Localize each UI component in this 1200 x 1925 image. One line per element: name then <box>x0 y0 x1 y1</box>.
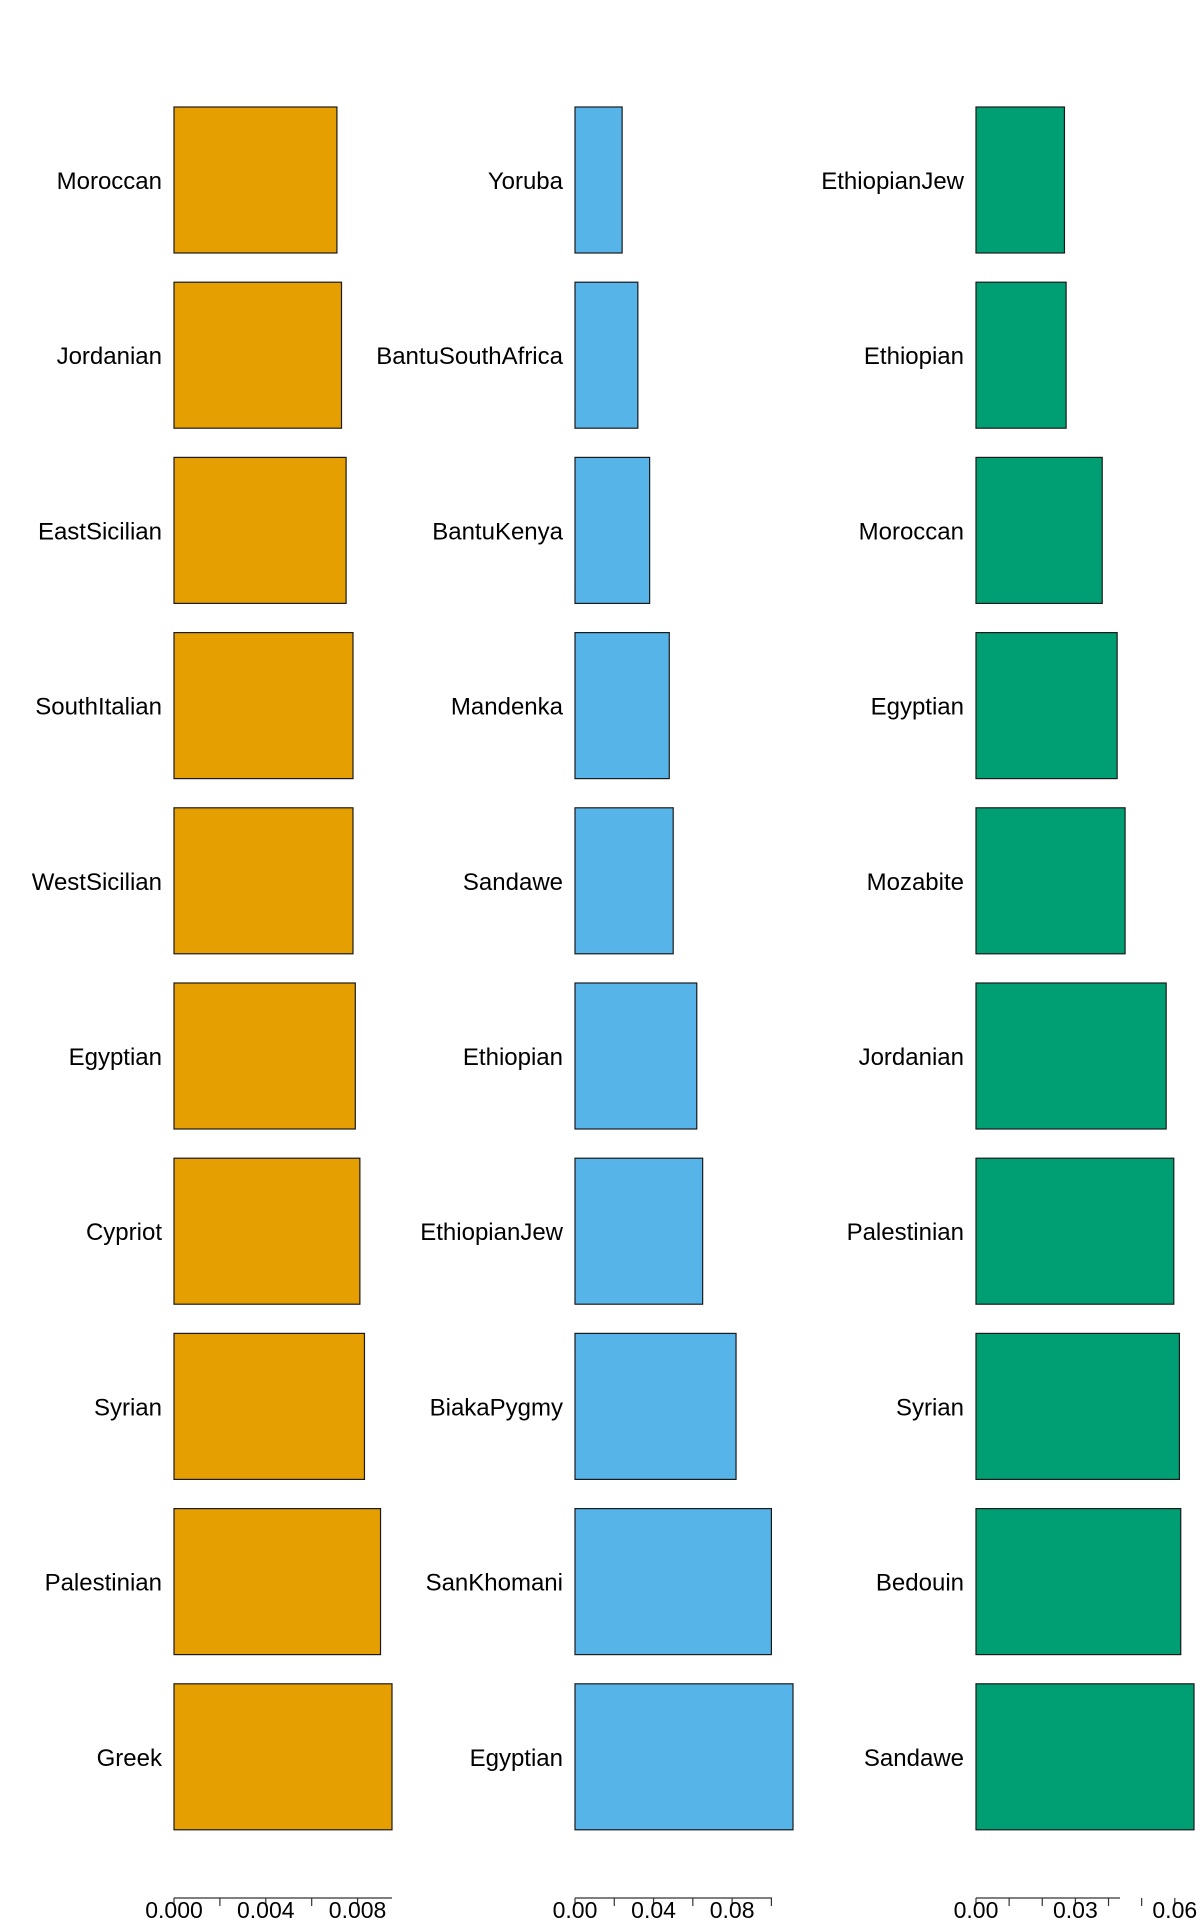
bar-mandenka <box>574 631 670 780</box>
category-label: BantuSouthAfrica <box>376 343 563 370</box>
category-label: Ethiopian <box>463 1044 563 1071</box>
bar-sankhomani <box>574 1507 772 1656</box>
category-label: Egyptian <box>69 1044 162 1071</box>
category-label: SanKhomani <box>426 1570 563 1597</box>
bar-yoruba <box>574 106 623 254</box>
bar-sandawe <box>975 1683 1195 1831</box>
category-label: Sandawe <box>864 1745 964 1772</box>
bar-syrian <box>173 1332 366 1481</box>
category-label: BiakaPygmy <box>430 1394 563 1421</box>
bar-jordanian <box>173 281 343 429</box>
bar-palestinian <box>173 1507 382 1656</box>
category-label: Greek <box>97 1745 163 1772</box>
bar-cypriot <box>173 1157 361 1305</box>
bar-moroccan <box>975 456 1103 604</box>
bar-sandawe <box>574 807 674 955</box>
category-label: Egyptian <box>871 694 964 721</box>
bar-westsicilian <box>173 807 354 955</box>
x-tick-label: 0.00 <box>553 1897 598 1920</box>
bar-greek <box>173 1683 393 1831</box>
category-label: EthiopianJew <box>420 1219 563 1246</box>
bar-ethiopianjew <box>975 106 1066 254</box>
x-tick-label: 0.06 <box>1152 1897 1197 1920</box>
bar-palestinian <box>975 1157 1175 1305</box>
category-label: Palestinian <box>45 1570 162 1597</box>
category-label: EastSicilian <box>38 518 162 545</box>
category-label: Jordanian <box>859 1044 964 1071</box>
category-label: Mandenka <box>451 694 564 721</box>
category-label: Syrian <box>896 1394 964 1421</box>
bar-ethiopianjew <box>574 1157 704 1305</box>
category-label: Bedouin <box>876 1570 964 1597</box>
bar-ethiopian <box>975 281 1067 429</box>
bar-jordanian <box>975 982 1167 1130</box>
category-label: Moroccan <box>859 518 964 545</box>
bar-bedouin <box>975 1507 1182 1656</box>
bar-egyptian <box>173 982 356 1130</box>
x-tick-label: 0.03 <box>1053 1897 1098 1920</box>
bar-eastsicilian <box>173 456 347 604</box>
bar-bantusouthafrica <box>574 281 639 429</box>
category-label: Egyptian <box>470 1745 563 1772</box>
bar-moroccan <box>173 106 338 254</box>
panel-3: EthiopianJew Ethiopian Moroccan Egyptian Moz… <box>821 106 1197 1923</box>
category-label: Sandawe <box>463 869 563 896</box>
x-tick-label: 0.000 <box>145 1897 203 1920</box>
panel-2: Yoruba BantuSouthAfrica BantuKenya Mandenka… <box>376 106 794 1923</box>
category-label: EthiopianJew <box>821 168 964 195</box>
bar-syrian <box>975 1332 1181 1481</box>
x-tick-label: 0.008 <box>329 1897 387 1920</box>
bar-ethiopian <box>574 982 698 1130</box>
x-tick-label: 0.08 <box>710 1897 755 1920</box>
category-label: Cypriot <box>86 1219 162 1246</box>
x-tick-label: 0.004 <box>237 1897 295 1920</box>
category-label: Palestinian <box>847 1219 964 1246</box>
bar-biakapygmy <box>574 1332 737 1481</box>
bar-bantukenya <box>574 456 651 604</box>
category-label: BantuKenya <box>432 518 563 545</box>
x-tick-label: 0.04 <box>631 1897 676 1920</box>
panel-1: Moroccan Jordanian EastSicilian SouthItalia… <box>32 106 393 1923</box>
category-label: Jordanian <box>57 343 162 370</box>
bar-mozabite <box>975 807 1126 955</box>
category-label: Moroccan <box>57 168 162 195</box>
x-tick-label: 0.00 <box>954 1897 999 1920</box>
bar-southitalian <box>173 631 354 780</box>
bar-egyptian <box>574 1683 794 1831</box>
category-label: Ethiopian <box>864 343 964 370</box>
bar-egyptian <box>975 631 1118 780</box>
category-label: SouthItalian <box>35 694 162 721</box>
category-label: WestSicilian <box>32 869 162 896</box>
category-label: Syrian <box>94 1394 162 1421</box>
category-label: Mozabite <box>867 869 964 896</box>
category-label: Yoruba <box>488 168 564 195</box>
